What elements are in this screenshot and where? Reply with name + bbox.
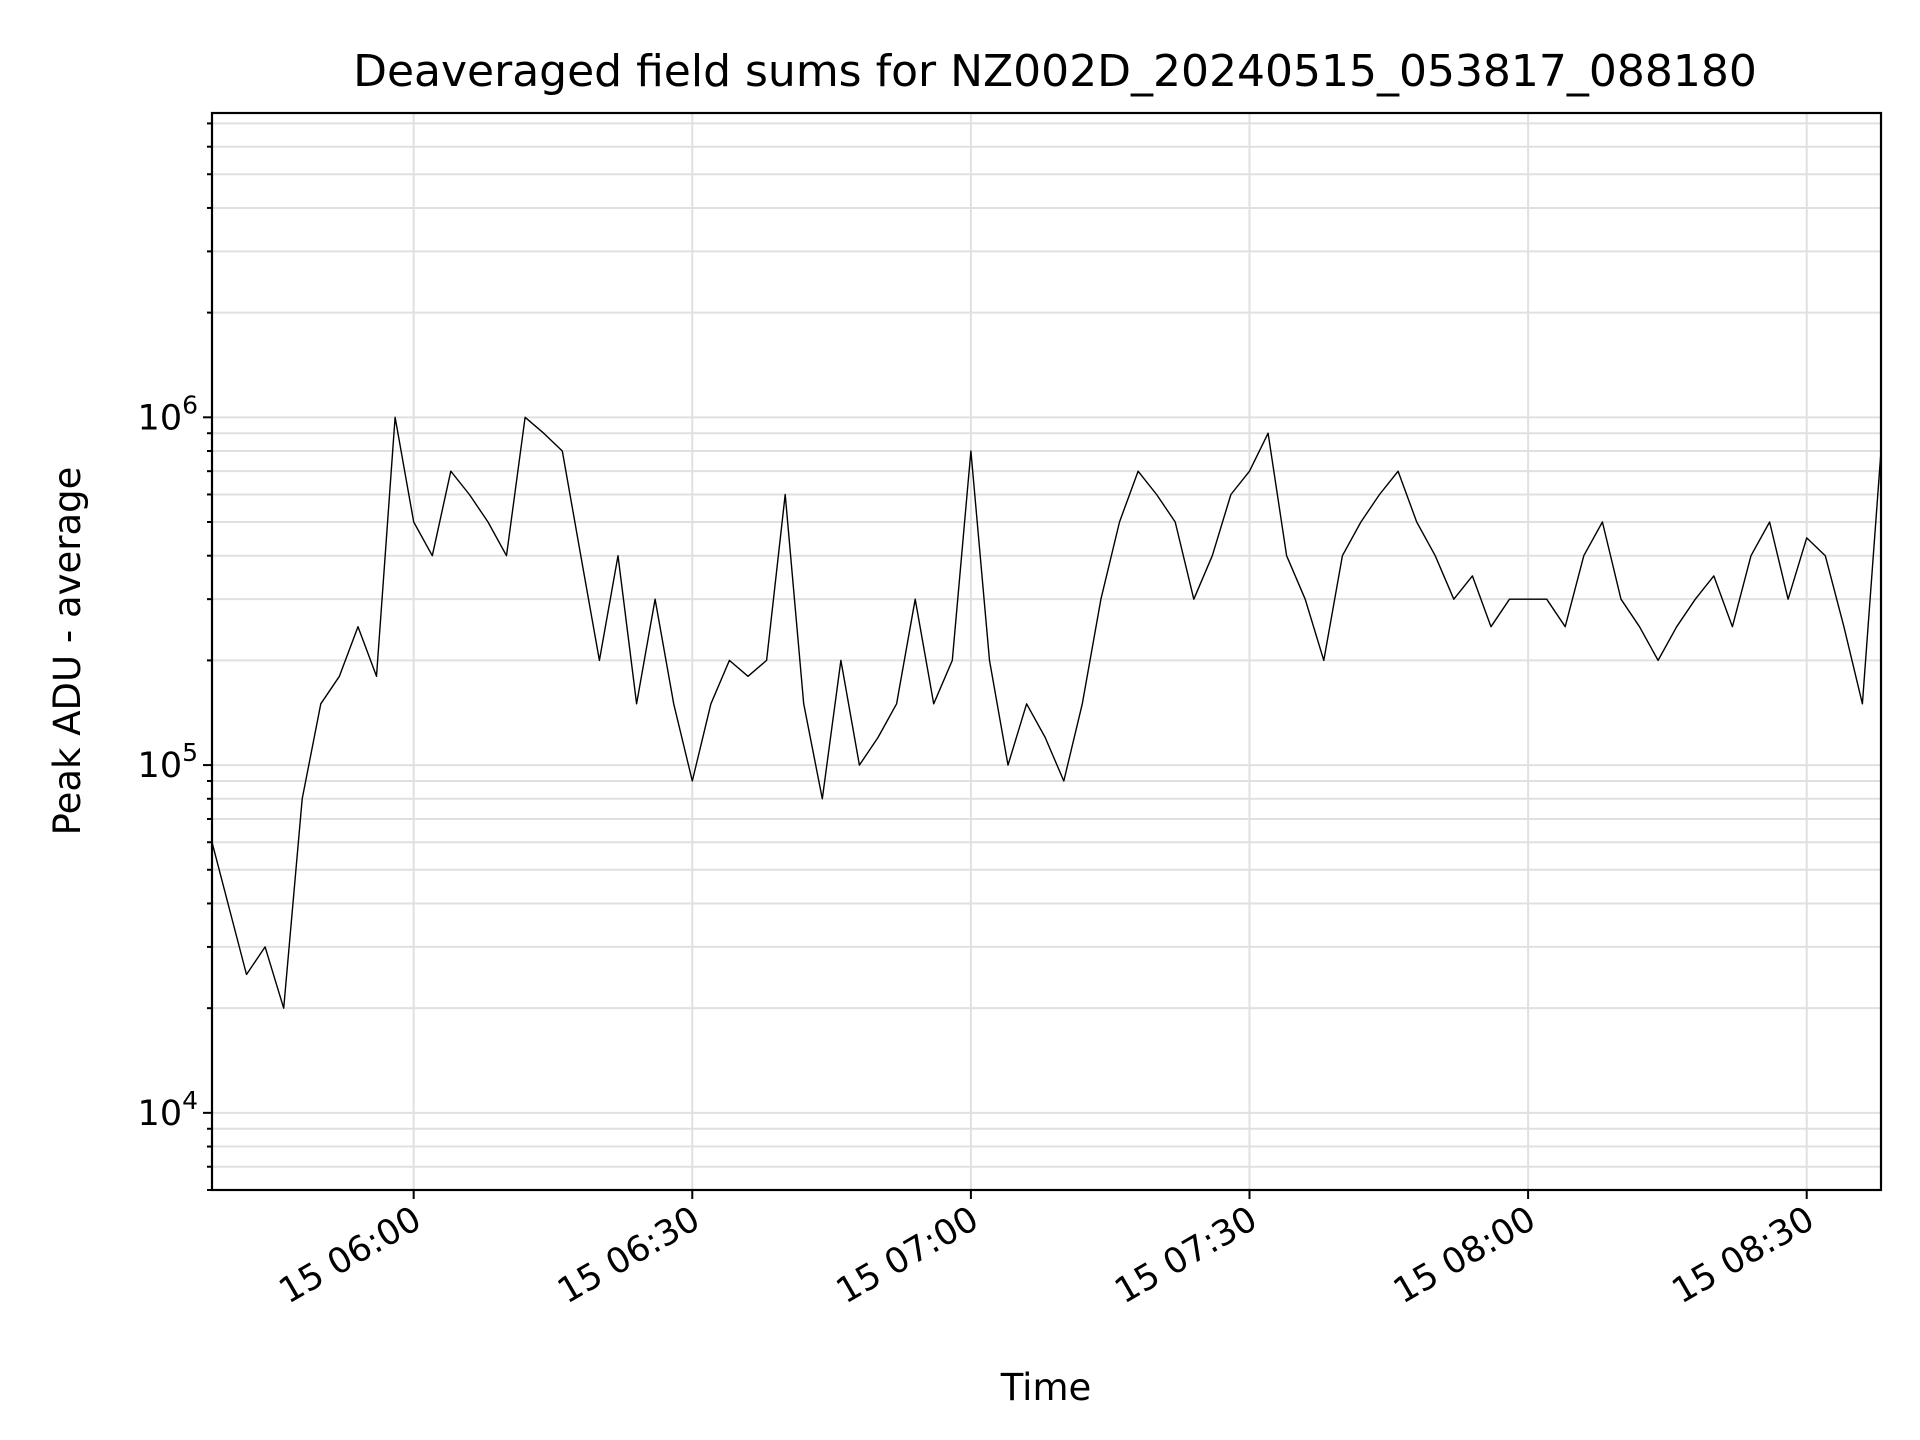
grid bbox=[212, 113, 1881, 1191]
x-tick-label: 15 06:00 bbox=[273, 1199, 429, 1312]
x-tick-label: 15 07:00 bbox=[830, 1199, 986, 1312]
data-series-line bbox=[211, 416, 1882, 1009]
x-tick-label: 15 08:30 bbox=[1666, 1199, 1822, 1312]
y-tick-label: 104 bbox=[138, 1086, 198, 1134]
x-tick-label: 15 07:30 bbox=[1108, 1199, 1264, 1312]
y-tick-label: 106 bbox=[138, 390, 198, 438]
y-axis-label: Peak ADU - average bbox=[46, 467, 89, 836]
x-tick-label: 15 06:30 bbox=[551, 1199, 707, 1312]
axis-ticks: 104 105 106 15 06:00 15 06:30 15 07:00 15 07:3… bbox=[138, 122, 1822, 1312]
x-axis-label: Time bbox=[1000, 1366, 1092, 1409]
y-tick-label: 105 bbox=[138, 738, 198, 786]
chart-title: Deaveraged field sums for NZ002D_2024051… bbox=[353, 46, 1757, 97]
x-tick-label: 15 08:00 bbox=[1387, 1199, 1543, 1312]
plot-frame bbox=[210, 111, 1883, 1192]
